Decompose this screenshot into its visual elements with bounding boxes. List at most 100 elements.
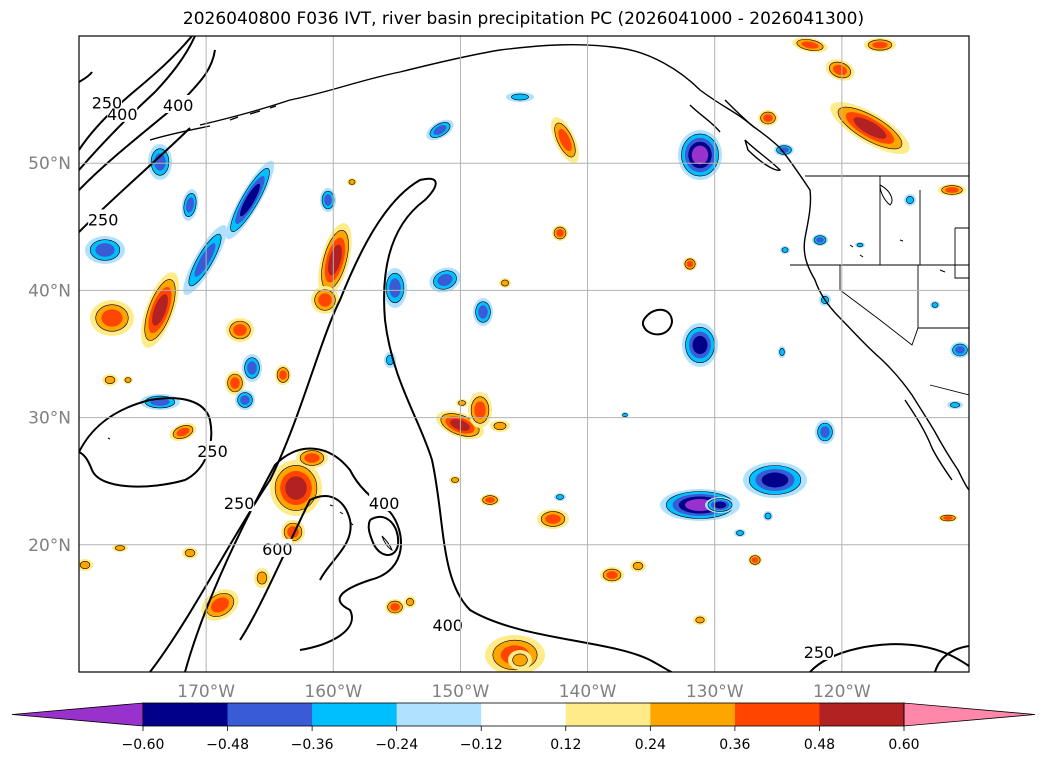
anomaly-level bbox=[389, 278, 401, 298]
negative-anomaly bbox=[235, 390, 255, 410]
contour-label: 400 bbox=[163, 96, 194, 115]
positive-anomaly bbox=[318, 223, 352, 297]
positive-anomaly bbox=[225, 371, 245, 395]
anomaly-level bbox=[437, 273, 453, 287]
negative-anomaly bbox=[429, 267, 461, 293]
lon-tick-label: 150°W bbox=[432, 682, 490, 702]
map-frame bbox=[78, 35, 970, 673]
colorbar-segment bbox=[481, 703, 567, 726]
contour-label-mask bbox=[369, 493, 400, 512]
ivt-contour-line bbox=[149, 177, 673, 672]
colorbar-tick-label: −0.24 bbox=[375, 737, 418, 753]
negative-anomaly bbox=[763, 511, 773, 521]
colorbar-tick-label: −0.60 bbox=[122, 737, 165, 753]
negative-anomaly bbox=[383, 268, 407, 308]
negative-anomaly bbox=[743, 462, 807, 498]
anomaly-level bbox=[512, 653, 528, 667]
anomaly-level bbox=[761, 472, 789, 488]
positive-anomaly bbox=[758, 110, 778, 126]
anomaly-level bbox=[114, 545, 126, 551]
positive-anomaly bbox=[693, 615, 707, 625]
negative-anomaly bbox=[682, 323, 718, 367]
anomaly-level bbox=[686, 260, 694, 268]
positive-anomaly bbox=[456, 399, 468, 407]
contour-label: 250 bbox=[224, 494, 255, 513]
coastline-west-coast bbox=[779, 147, 969, 491]
positive-anomaly bbox=[347, 178, 357, 186]
positive-anomaly bbox=[169, 423, 197, 441]
island bbox=[879, 184, 893, 206]
positive-anomaly bbox=[508, 650, 532, 670]
positive-anomaly bbox=[938, 514, 958, 522]
colorbar-tick-label: 0.36 bbox=[719, 737, 750, 753]
colorbar-segment bbox=[650, 703, 736, 726]
anomaly-level bbox=[304, 453, 320, 463]
anomaly-level bbox=[176, 427, 190, 437]
positive-anomaly bbox=[385, 599, 405, 615]
negative-anomaly bbox=[506, 92, 534, 102]
positive-anomaly bbox=[537, 509, 569, 529]
anomaly-level bbox=[194, 243, 216, 277]
positive-anomaly bbox=[830, 102, 910, 154]
negative-anomaly bbox=[320, 188, 336, 212]
negative-anomaly bbox=[930, 301, 940, 309]
positive-anomaly bbox=[600, 567, 624, 583]
islands bbox=[107, 184, 946, 552]
positive-anomaly bbox=[480, 494, 500, 506]
anomaly-level bbox=[751, 557, 759, 563]
anomaly-level bbox=[764, 512, 772, 520]
lat-tick-label: 20°N bbox=[28, 536, 71, 556]
island bbox=[107, 437, 354, 526]
anomaly-level bbox=[853, 117, 887, 139]
colorbar-segment bbox=[143, 703, 229, 726]
positive-anomaly bbox=[112, 544, 128, 552]
colorbar-segment bbox=[227, 703, 313, 726]
island bbox=[381, 535, 393, 552]
anomaly-level bbox=[556, 494, 564, 500]
positive-anomaly bbox=[182, 547, 198, 559]
colorbar-tick-label: 0.12 bbox=[550, 737, 581, 753]
anomaly-level bbox=[184, 549, 196, 557]
map-gridlines bbox=[79, 36, 969, 672]
negative-anomaly bbox=[947, 401, 963, 409]
negative-anomaly bbox=[621, 412, 629, 418]
lon-tick-label: 140°W bbox=[559, 682, 617, 702]
positive-anomaly bbox=[296, 448, 328, 468]
coastline-aleutians bbox=[149, 105, 277, 141]
colorbar-segment bbox=[565, 703, 651, 726]
contour-label-mask bbox=[163, 94, 194, 113]
ivt-contour-line bbox=[641, 308, 674, 336]
contour-label: 250 bbox=[804, 643, 835, 662]
positive-anomaly bbox=[864, 38, 896, 52]
anomaly-level bbox=[833, 64, 847, 76]
positive-anomaly bbox=[748, 554, 762, 566]
lon-tick-label: 170°W bbox=[177, 682, 235, 702]
anomaly-level bbox=[152, 294, 168, 326]
anomaly-level bbox=[501, 279, 509, 287]
anomaly-level bbox=[211, 597, 229, 613]
negative-anomaly bbox=[734, 529, 746, 537]
contour-label-mask bbox=[432, 615, 463, 634]
negative-anomaly bbox=[426, 119, 454, 141]
positive-anomaly bbox=[275, 365, 291, 385]
negative-anomaly bbox=[904, 194, 916, 206]
negative-anomaly bbox=[678, 130, 722, 180]
anomaly-level bbox=[695, 616, 705, 624]
anomaly-level bbox=[949, 402, 961, 408]
anomaly-level bbox=[458, 400, 466, 406]
negative-anomaly bbox=[554, 493, 566, 501]
us-mexico-border bbox=[929, 384, 969, 396]
anomaly-level bbox=[736, 530, 744, 536]
anomaly-level bbox=[474, 401, 486, 419]
anomaly-level bbox=[324, 194, 332, 206]
contour-label-mask bbox=[803, 641, 834, 660]
contour-label: 400 bbox=[432, 616, 463, 635]
anomaly-level bbox=[240, 395, 250, 405]
positive-anomaly bbox=[792, 37, 828, 53]
positive-anomaly bbox=[141, 272, 179, 348]
negative-anomaly bbox=[780, 246, 790, 254]
anomaly-level bbox=[233, 324, 247, 336]
colorbar-extend-high bbox=[903, 702, 1036, 727]
anomaly-level bbox=[856, 242, 864, 248]
colorbar-tick-label: 0.48 bbox=[804, 737, 835, 753]
